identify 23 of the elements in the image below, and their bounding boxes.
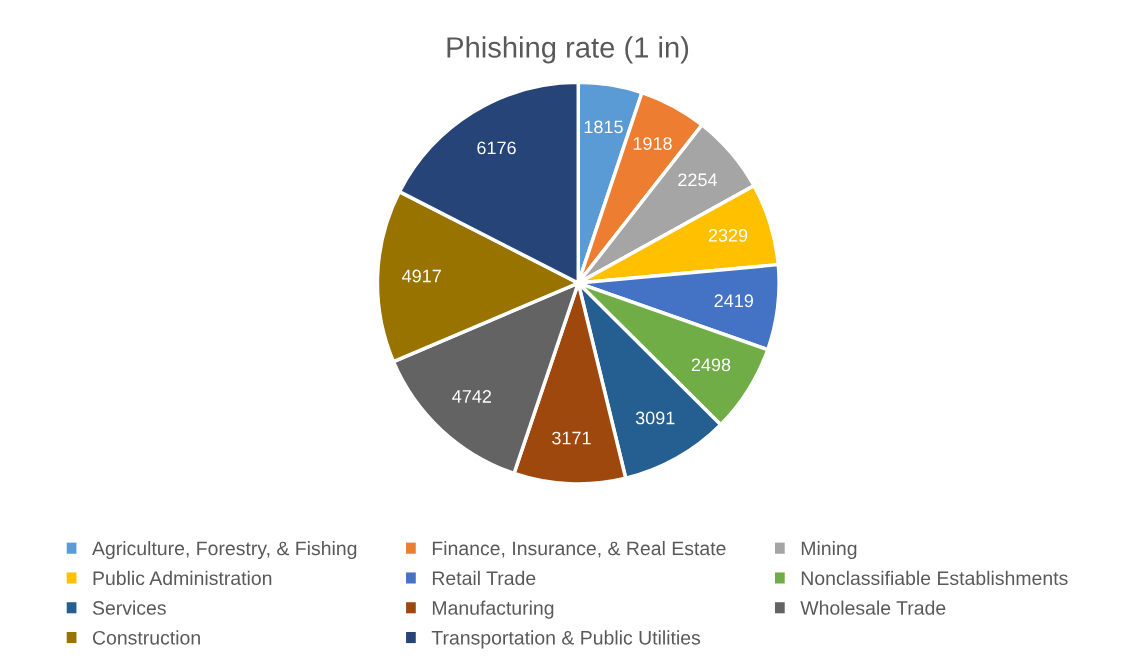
data-label: 2329 (708, 228, 748, 242)
legend-label: Wholesale Trade (800, 600, 946, 615)
data-label: 2254 (678, 173, 718, 187)
data-label: 2419 (714, 294, 753, 308)
data-label: 6176 (477, 141, 516, 155)
legend-label: Nonclassifiable Establishments (801, 570, 1068, 586)
data-label: 4917 (402, 269, 441, 283)
legend-label: Finance, Insurance, & Real Estate (432, 541, 726, 558)
data-label: 2498 (691, 358, 731, 372)
legend-label: Agriculture, Forestry, & Fishing (92, 541, 357, 560)
data-label: 3091 (635, 411, 675, 425)
legend-label: Transportation & Public Utilities (431, 630, 701, 649)
data-label: 1918 (633, 137, 672, 150)
legend-label: Construction (92, 630, 200, 645)
legend-label: Retail Trade (432, 570, 536, 586)
data-label: 3171 (552, 431, 591, 445)
legend-label: Services (92, 600, 166, 615)
data-label: 1815 (584, 120, 623, 134)
legend-label: Manufacturing (432, 600, 554, 619)
legend-label: Public Administration (93, 570, 272, 586)
data-label: 4742 (452, 390, 491, 403)
legend-label: Mining (801, 541, 857, 560)
chart-title: Phishing rate (1 in) (447, 36, 689, 64)
